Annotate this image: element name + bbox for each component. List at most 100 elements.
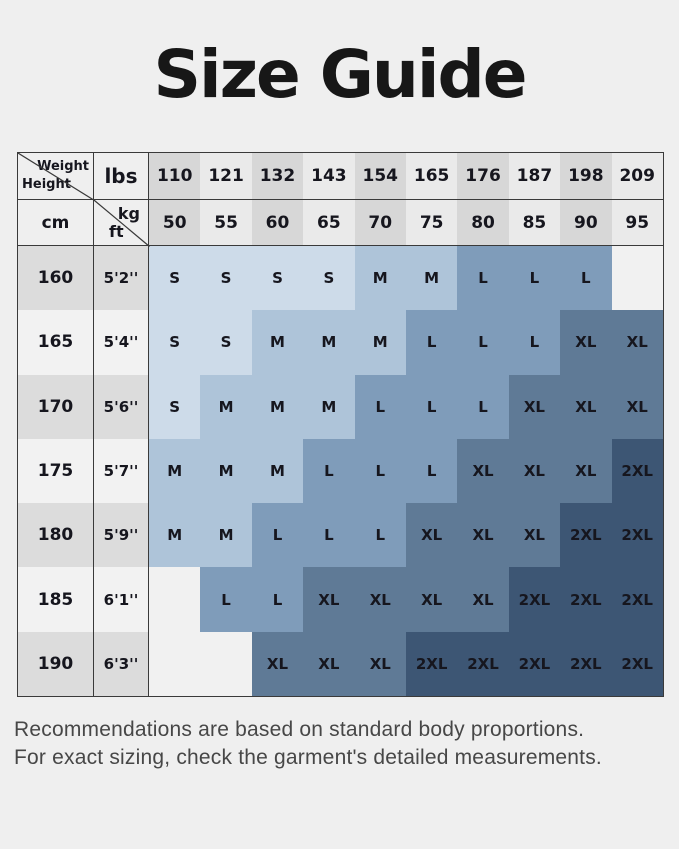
weight-lbs-header-cell: 110	[149, 153, 201, 200]
size-cell: M	[149, 503, 201, 568]
height-ft-cell: 5'2''	[94, 246, 149, 311]
size-cell: XL	[354, 567, 406, 632]
weight-lbs-header-cell: 143	[303, 153, 355, 200]
weight-kg-header-cell: 85	[508, 200, 561, 246]
lbs-unit-cell: lbs	[94, 153, 149, 200]
size-cell: L	[251, 567, 304, 632]
size-cell: 2XL	[611, 631, 663, 697]
size-cell: M	[303, 310, 355, 375]
weight-lbs-header-cell: 198	[560, 153, 612, 200]
size-cell: L	[251, 503, 304, 568]
size-cell: S	[149, 246, 201, 311]
size-cell: M	[149, 438, 201, 504]
size-cell: M	[354, 310, 406, 375]
height-cm-cell: 185	[18, 567, 94, 632]
height-cm-cell: 190	[18, 631, 94, 697]
size-cell: S	[251, 246, 304, 311]
size-cell: L	[303, 503, 355, 568]
size-cell: 2XL	[457, 631, 509, 697]
size-cell: XL	[457, 503, 509, 568]
size-cell: 2XL	[611, 503, 663, 568]
size-cell: L	[508, 310, 561, 375]
height-cm-cell: 160	[18, 246, 94, 311]
size-cell: L	[405, 310, 458, 375]
size-cell: L	[354, 438, 406, 504]
size-cell: XL	[611, 374, 663, 439]
size-cell: S	[303, 246, 355, 311]
size-cell: XL	[457, 567, 509, 632]
cm-unit-cell: cm	[18, 200, 94, 246]
weight-kg-header-cell: 80	[457, 200, 509, 246]
size-cell: XL	[405, 567, 458, 632]
kg-unit-label: kg	[117, 204, 140, 223]
size-cell: XL	[251, 631, 304, 697]
height-axis-label: Height	[22, 177, 71, 192]
weight-kg-header-cell: 60	[251, 200, 304, 246]
size-cell	[200, 631, 252, 697]
weight-kg-header-cell: 50	[149, 200, 201, 246]
weight-kg-header-cell: 55	[200, 200, 252, 246]
size-cell: L	[303, 438, 355, 504]
size-cell: XL	[405, 503, 458, 568]
size-cell: 2XL	[508, 631, 561, 697]
size-cell: L	[354, 374, 406, 439]
size-cell: 2XL	[611, 567, 663, 632]
corner-weight-height-cell: Weight Height	[18, 153, 94, 200]
size-cell: L	[354, 503, 406, 568]
size-cell	[149, 631, 201, 697]
size-cell: XL	[457, 438, 509, 504]
kg-ft-unit-cell: kg ft	[94, 200, 149, 246]
weight-lbs-header-cell: 176	[457, 153, 509, 200]
size-cell: M	[405, 246, 458, 311]
size-cell: S	[149, 310, 201, 375]
footer-note: Recommendations are based on standard bo…	[14, 716, 669, 772]
size-cell: M	[354, 246, 406, 311]
size-cell	[149, 567, 201, 632]
size-cell: M	[200, 438, 252, 504]
weight-kg-header-cell: 95	[611, 200, 663, 246]
weight-kg-header-cell: 90	[560, 200, 612, 246]
size-cell: XL	[303, 631, 355, 697]
size-cell	[611, 246, 663, 311]
size-cell: M	[200, 374, 252, 439]
size-cell: M	[251, 310, 304, 375]
weight-lbs-header-cell: 121	[200, 153, 252, 200]
height-ft-cell: 5'4''	[94, 310, 149, 375]
height-cm-cell: 165	[18, 310, 94, 375]
size-cell: L	[405, 438, 458, 504]
height-cm-cell: 175	[18, 438, 94, 504]
size-cell: L	[457, 374, 509, 439]
size-cell: 2XL	[560, 631, 612, 697]
size-cell: XL	[508, 438, 561, 504]
height-cm-cell: 170	[18, 374, 94, 439]
height-ft-cell: 6'3''	[94, 631, 149, 697]
size-cell: S	[200, 246, 252, 311]
size-cell: XL	[560, 310, 612, 375]
height-ft-cell: 5'6''	[94, 374, 149, 439]
size-cell: 2XL	[405, 631, 458, 697]
weight-kg-header-cell: 75	[405, 200, 458, 246]
size-cell: L	[457, 246, 509, 311]
size-cell: 2XL	[560, 567, 612, 632]
size-cell: 2XL	[560, 503, 612, 568]
ft-unit-label: ft	[109, 222, 124, 241]
footer-line-1: Recommendations are based on standard bo…	[14, 718, 585, 741]
weight-lbs-header-cell: 154	[354, 153, 406, 200]
height-cm-cell: 180	[18, 503, 94, 568]
weight-axis-label: Weight	[37, 159, 89, 174]
size-cell: L	[457, 310, 509, 375]
size-cell: S	[200, 310, 252, 375]
size-cell: XL	[354, 631, 406, 697]
weight-lbs-header-cell: 132	[251, 153, 304, 200]
size-cell: L	[560, 246, 612, 311]
weight-kg-header-cell: 70	[354, 200, 406, 246]
size-cell: XL	[560, 374, 612, 439]
height-ft-cell: 6'1''	[94, 567, 149, 632]
size-cell: 2XL	[611, 438, 663, 504]
size-cell: XL	[508, 374, 561, 439]
size-cell: M	[251, 438, 304, 504]
size-cell: XL	[611, 310, 663, 375]
size-cell: 2XL	[508, 567, 561, 632]
weight-lbs-header-cell: 187	[508, 153, 561, 200]
page-title: Size Guide	[153, 36, 527, 113]
